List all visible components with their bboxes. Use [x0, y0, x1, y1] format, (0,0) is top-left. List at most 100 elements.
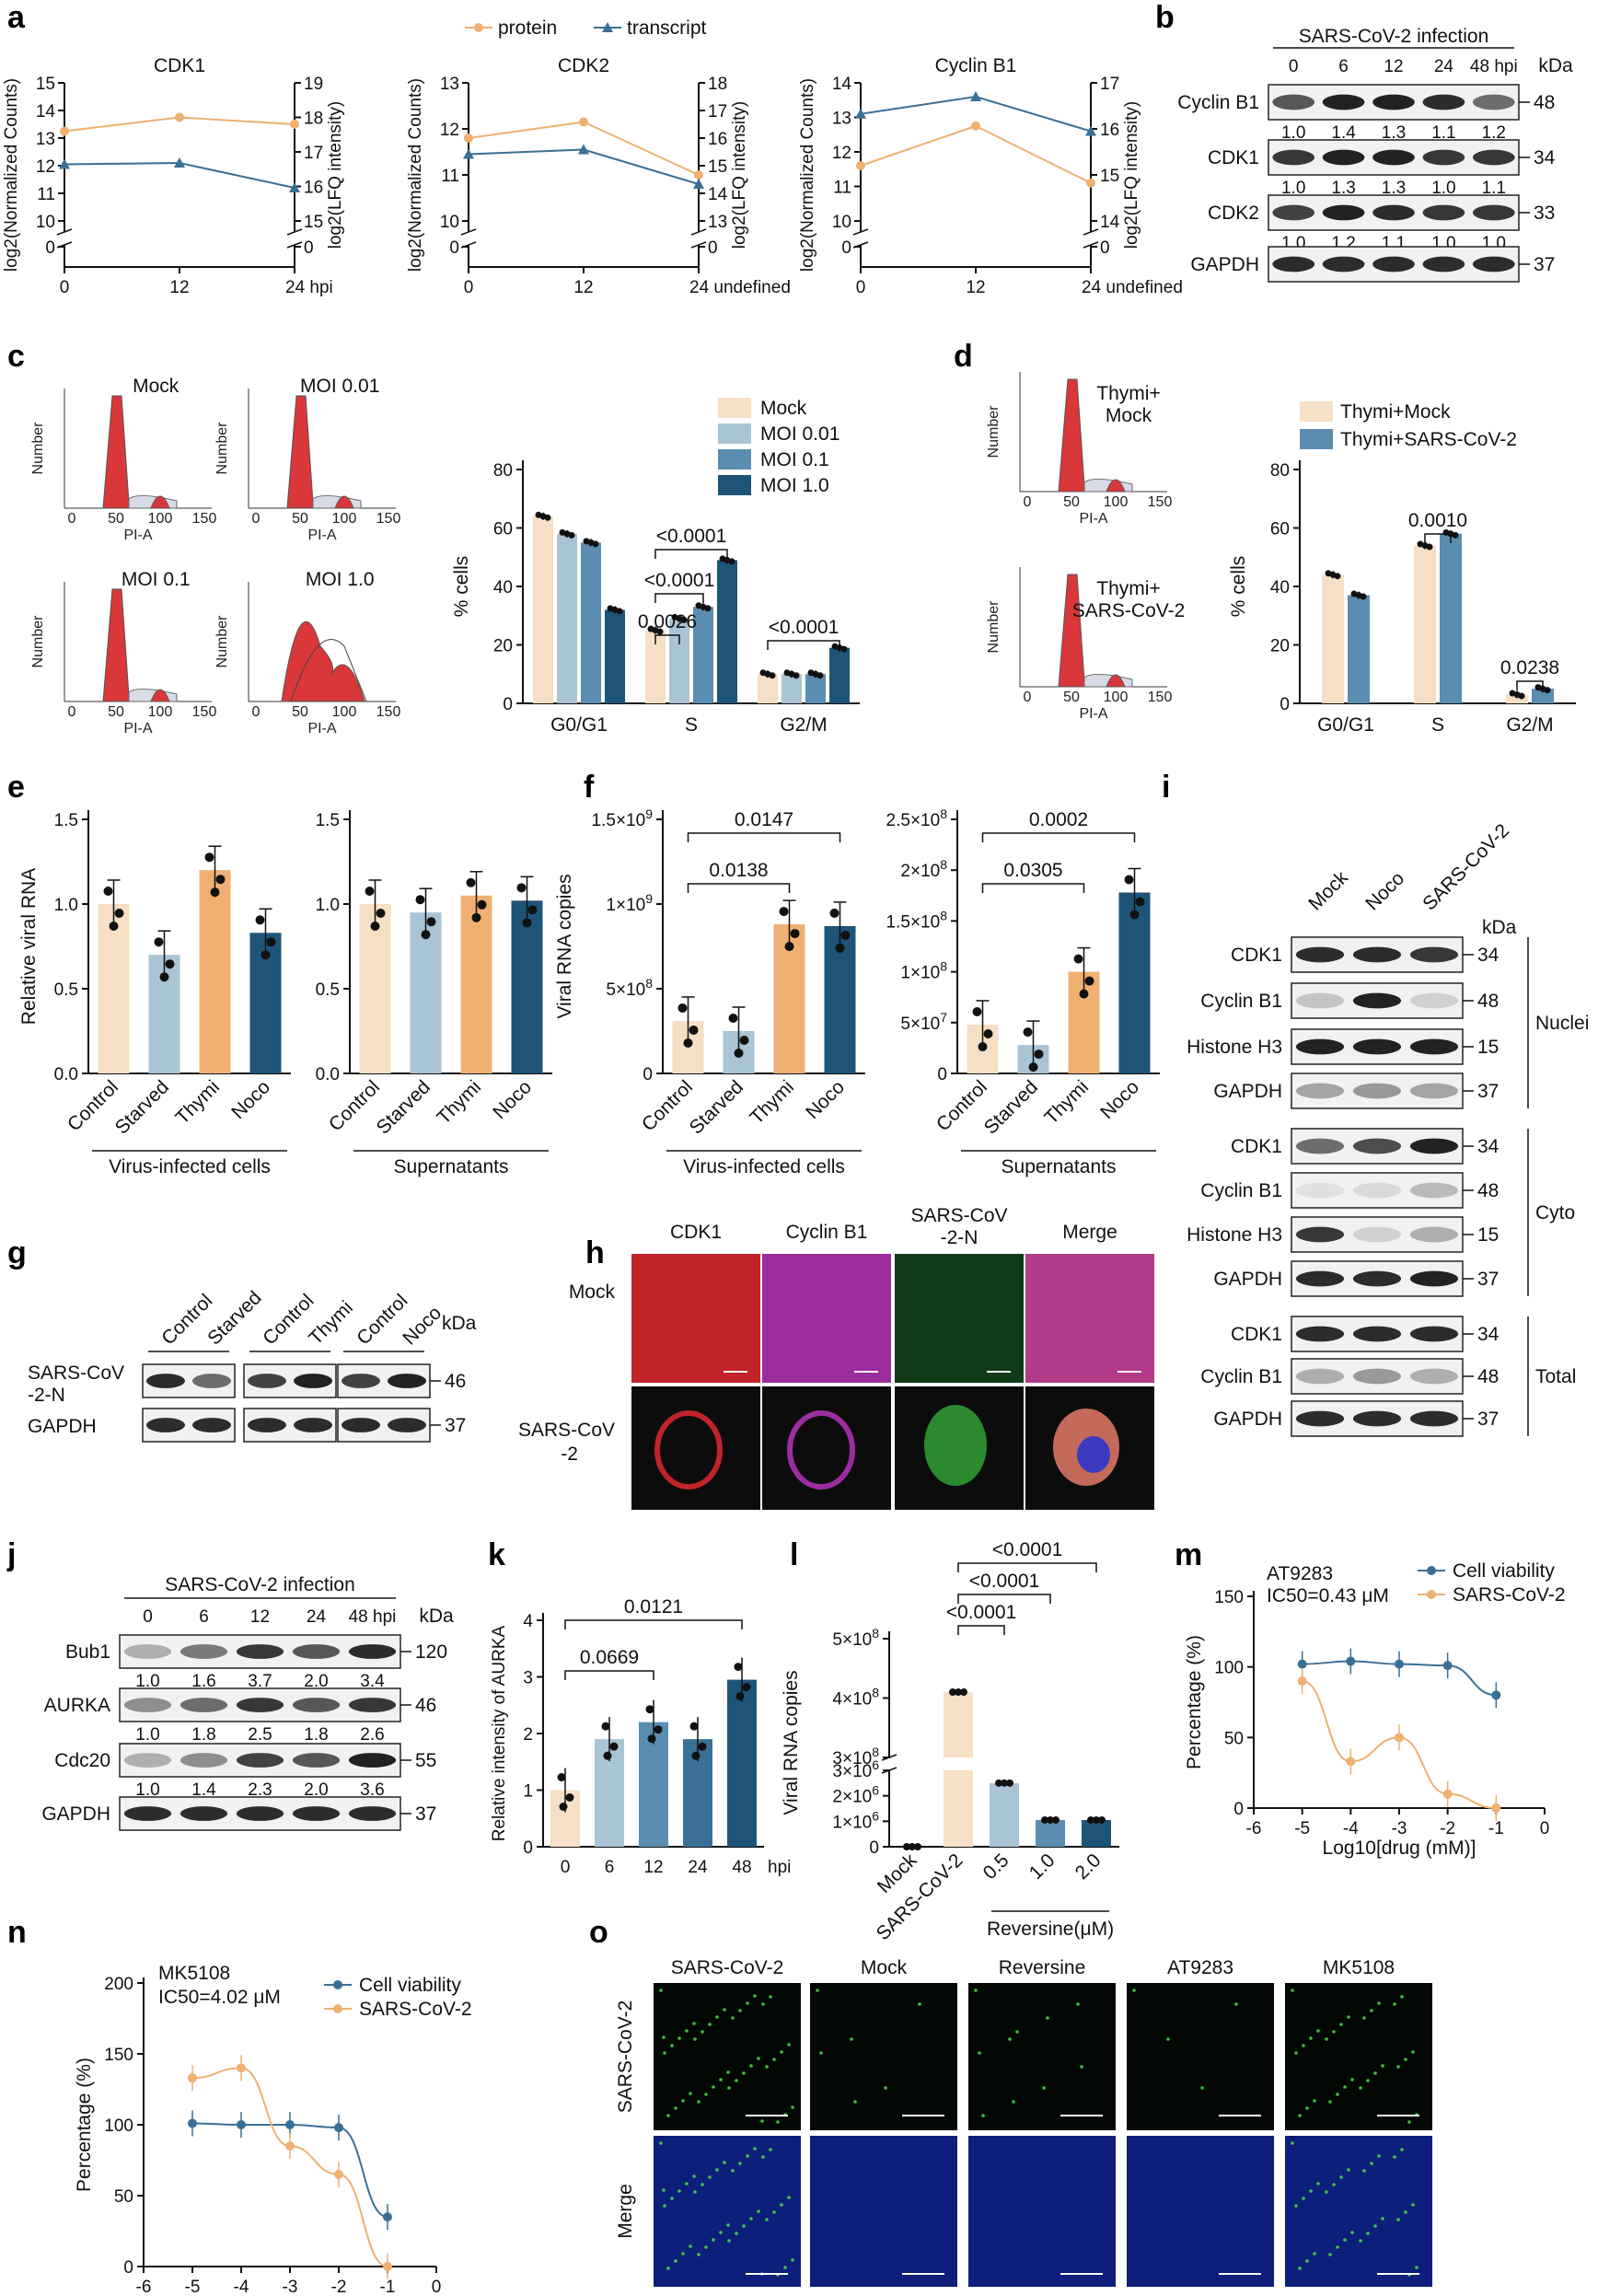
virus-signal-dot [1343, 2085, 1347, 2089]
legend-n-marker [333, 1980, 342, 1989]
bar-c-replicate-point [769, 672, 776, 679]
bar-e1-bar [98, 904, 130, 1073]
bar-d-replicate-point [1426, 543, 1433, 551]
merge-signal-dot [1393, 2155, 1396, 2159]
bar-c-y-tick-label: 80 [493, 461, 513, 481]
merge-signal-dot [1347, 2168, 1350, 2172]
panel-label-o: o [589, 1915, 608, 1950]
bar-l-replicate-point [1041, 1815, 1048, 1824]
bar-k-replicate-point [601, 1722, 610, 1731]
bar-f2-y-tick-label: 1×108 [900, 959, 947, 983]
virus-signal-dot [735, 2079, 738, 2082]
blot-i-band [1295, 1038, 1345, 1055]
virus-signal-dot [719, 2078, 723, 2081]
lane-label: Control [353, 1290, 411, 1349]
legend-c-label: MOI 0.1 [760, 449, 829, 470]
blot-i-band [1409, 1138, 1459, 1154]
blot-b-band [1322, 94, 1365, 110]
kda-value: 48 [1534, 92, 1555, 113]
kda-value: 37 [445, 1415, 466, 1436]
micro-col-label: CDK1 [670, 1222, 722, 1243]
band-quant: 1.4 [191, 1780, 216, 1800]
axis-break-mark [852, 228, 869, 236]
bar-l-replicate-point [949, 1688, 956, 1697]
x-tick-label: 24 hpi [285, 278, 333, 297]
bar-f1-y-tick-label: 1×109 [606, 891, 653, 915]
blot-j-band [179, 1698, 228, 1712]
kda-value: 34 [1477, 945, 1500, 966]
bar-f2-category-label: Thymi [1040, 1076, 1093, 1129]
y-tick-label: 13 [440, 75, 459, 94]
bar-e2-replicate-point [365, 887, 375, 896]
bar-e1-y-tick-label: 1.5 [54, 811, 78, 830]
kda-value: 46 [445, 1371, 466, 1392]
bar-c-bar [717, 560, 737, 703]
bar-c-replicate-point [656, 628, 664, 635]
bar-l-cmp3-pvalue: <0.0001 [992, 1539, 1063, 1560]
axis-break-mark [286, 241, 303, 249]
virus-signal-dot [681, 2099, 685, 2103]
bar-d-replicate-point [1334, 573, 1341, 580]
fraction-label: Cyto [1535, 1202, 1575, 1223]
virus-signal-dot [787, 2043, 791, 2047]
kda-value: 37 [1477, 1409, 1499, 1430]
flow-x-tick: 150 [192, 511, 217, 527]
lane-label: Mock [1304, 866, 1352, 914]
flow-label: MOI 0.1 [122, 569, 191, 590]
bar-k-y-title: Relative intensity of AURKA [490, 1625, 509, 1841]
x-tick-label: 24 undefined [689, 278, 791, 297]
data-point-protein [175, 112, 184, 122]
bar-e2-bar [359, 904, 391, 1073]
bar-d-replicate-point [1360, 593, 1367, 600]
line-chart-title: CDK1 [154, 55, 205, 76]
bar-e1-replicate-point [109, 922, 119, 931]
virus-signal-dot [1373, 2071, 1377, 2075]
bar-f2-replicate-point [1023, 1027, 1033, 1038]
blot-j-band [179, 1806, 228, 1821]
y2-tick-label: 16 [1100, 121, 1119, 140]
x-tick-label: 0 [856, 278, 866, 297]
blot-g-band [388, 1374, 426, 1388]
blot-b-band [1322, 149, 1365, 166]
infected-cell-n [924, 1405, 987, 1486]
bar-k-replicate-point [645, 1705, 654, 1714]
lane-label: Control [259, 1290, 318, 1349]
dose-n-y-tick-label: 150 [104, 2046, 133, 2065]
micro-tile-infected [631, 1386, 760, 1510]
merge-signal-dot [1411, 2203, 1415, 2207]
bar-c-replicate-point [680, 616, 688, 623]
bar-l-category-label: 1.0 [1025, 1850, 1060, 1884]
band-quant: 1.0 [1431, 179, 1455, 198]
infected-cell-cyclinb1 [787, 1410, 855, 1490]
bar-e2-replicate-point [477, 899, 487, 910]
bar-f1-y-tick-label: 0 [643, 1065, 653, 1084]
virus-signal-dot [1316, 2029, 1320, 2033]
merge-signal-dot [1381, 2217, 1384, 2221]
blot-b-band [1472, 256, 1515, 273]
band-quant: 2.5 [248, 1725, 272, 1745]
band-quant: 3.6 [360, 1780, 384, 1800]
flow-x-tick: 100 [332, 704, 357, 720]
blot-i-band [1295, 946, 1345, 963]
virus-signal-dot [704, 2093, 708, 2096]
bar-f1-y-title: Viral RNA copies [554, 874, 575, 1018]
bar-c-category-label: G0/G1 [550, 714, 608, 736]
merge-signal-dot [674, 2259, 677, 2263]
band-quant: 2.3 [248, 1780, 272, 1800]
bar-c-y-tick-label: 60 [493, 520, 513, 539]
y-tick-label: 11 [833, 179, 851, 198]
bar-k-replicate-point [557, 1773, 566, 1781]
panel-label-h: h [585, 1235, 605, 1270]
y-tick-label: 12 [832, 144, 851, 163]
merge-signal-dot [1343, 2238, 1347, 2242]
blot-i-band [1352, 1083, 1402, 1099]
micro-o-tile-merge [810, 2136, 957, 2287]
band-quant: 1.0 [135, 1725, 159, 1745]
bar-e2-category-label: Starved [373, 1076, 434, 1138]
bar-d-bar [1506, 694, 1528, 703]
flow-y-title: Number [214, 615, 230, 668]
dose-n-curve-SARS-CoV-2 [191, 2067, 388, 2267]
flow-c-moi1-s-curve [290, 639, 367, 702]
